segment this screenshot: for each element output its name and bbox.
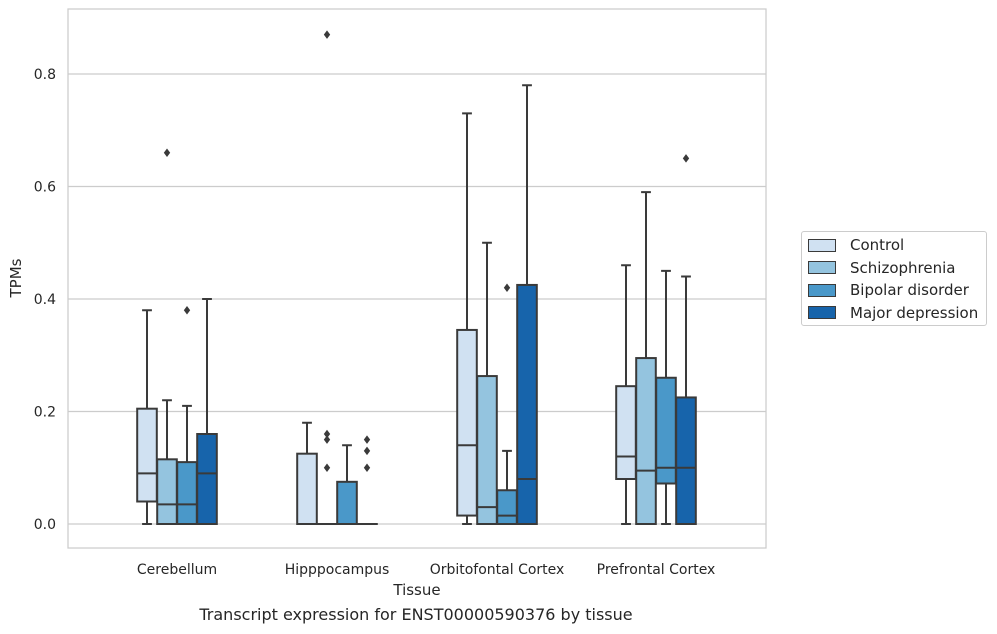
box-body (136, 407, 158, 503)
box-control-1 (296, 421, 318, 525)
chart-caption: Transcript expression for ENST0000059037… (199, 605, 633, 624)
outlier-marker (183, 306, 191, 315)
legend-swatch (808, 238, 836, 252)
x-tick-label: Prefrontal Cortex (597, 562, 716, 578)
legend-label: Control (850, 236, 905, 254)
x-tick-label: Orbitofontal Cortex (430, 562, 565, 578)
box-bipolar-disorder-2 (496, 283, 518, 525)
legend-label: Schizophrenia (850, 258, 956, 277)
legend-item-major-depression: Major depression (808, 302, 978, 324)
box-bipolar-disorder-3 (655, 269, 677, 525)
legend-label: Bipolar disorder (850, 281, 969, 299)
legend-label: Major depression (850, 303, 979, 322)
outlier-marker (323, 435, 331, 444)
outlier-marker (363, 435, 371, 444)
box-major-depression-1 (356, 435, 378, 526)
y-tick-label: 0.0 (34, 517, 56, 533)
outlier-marker (682, 154, 690, 163)
box-body (336, 480, 358, 525)
outlier-marker (503, 283, 511, 292)
y-tick-label: 0.2 (34, 405, 56, 421)
outlier-marker (323, 30, 331, 39)
legend-item-schizophrenia: Schizophrenia (808, 257, 955, 279)
outlier-marker (163, 148, 171, 157)
outlier-marker (323, 429, 331, 439)
box-control-3 (615, 264, 637, 525)
x-tick-labels: Cerebellum Hipppocampus Orbitofontal Corte… (137, 562, 715, 578)
box-bipolar-disorder-0 (176, 306, 198, 525)
x-tick-label: Cerebellum (137, 562, 217, 578)
box-body (615, 385, 637, 480)
legend: Control Schizophrenia Bipolar disorder M… (801, 231, 987, 326)
outlier-marker (363, 463, 371, 472)
legend-item-bipolar-disorder: Bipolar disorder (808, 279, 969, 301)
box-major-depression-2 (516, 84, 538, 525)
boxes-layer (136, 30, 697, 526)
y-tick-labels: 0.0 0.2 0.4 0.6 0.8 (34, 67, 56, 533)
legend-item-control: Control (808, 234, 904, 256)
box-schizophrenia-0 (156, 148, 178, 525)
box-major-depression-0 (196, 298, 218, 525)
box-body (456, 328, 478, 517)
box-body (635, 357, 657, 525)
box-body (675, 396, 697, 525)
box-schizophrenia-2 (476, 241, 498, 525)
outlier-marker (323, 463, 331, 472)
legend-swatch (808, 261, 836, 274)
box-schizophrenia-1 (316, 30, 338, 526)
box-body (296, 452, 318, 525)
box-control-2 (456, 112, 478, 525)
box-body (196, 433, 218, 525)
outlier-marker (363, 446, 371, 456)
box-body (516, 283, 538, 525)
box-control-0 (136, 309, 158, 525)
box-bipolar-disorder-1 (336, 444, 358, 525)
box-body (496, 489, 518, 525)
box-body (476, 375, 498, 525)
x-axis-label: Tissue (392, 581, 440, 599)
plot-frame (67, 8, 767, 549)
y-axis-label: TPMs (7, 258, 25, 298)
y-tick-label: 0.6 (34, 180, 56, 196)
legend-swatch (808, 283, 836, 297)
x-tick-label: Hipppocampus (285, 562, 390, 578)
box-schizophrenia-3 (635, 191, 657, 525)
y-tick-label: 0.4 (34, 292, 56, 308)
legend-swatch (808, 306, 836, 319)
box-major-depression-3 (675, 154, 697, 525)
y-tick-label: 0.8 (34, 67, 56, 83)
box-body (156, 458, 178, 525)
box-body (176, 461, 198, 525)
